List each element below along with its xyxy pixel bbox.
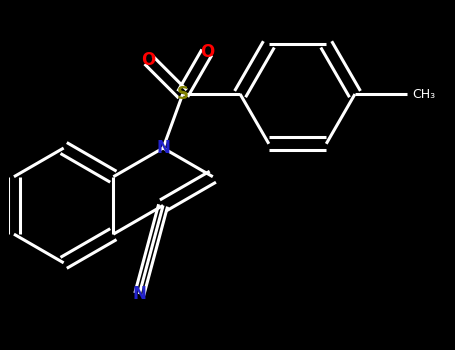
Text: S: S xyxy=(177,85,189,103)
Text: N: N xyxy=(132,285,146,303)
Text: O: O xyxy=(200,43,214,61)
Text: N: N xyxy=(156,139,170,157)
Text: CH₃: CH₃ xyxy=(412,88,435,100)
Text: O: O xyxy=(142,51,156,69)
